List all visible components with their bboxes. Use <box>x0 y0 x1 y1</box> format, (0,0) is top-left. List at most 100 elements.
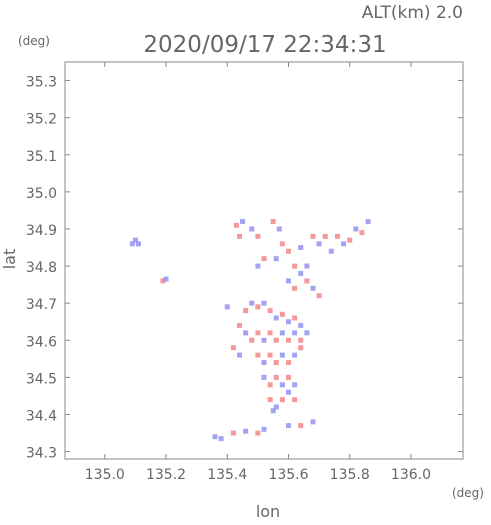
y-axis-label: lat <box>0 249 19 270</box>
y-tick-label: 34.4 <box>26 408 57 424</box>
data-point <box>255 430 261 436</box>
data-point <box>353 226 359 232</box>
x-tick-label: 135.8 <box>330 467 370 483</box>
data-point <box>273 374 279 380</box>
data-point <box>298 345 304 351</box>
data-point <box>163 276 169 282</box>
x-tick-label: 135.0 <box>85 467 125 483</box>
data-point <box>230 430 236 436</box>
y-tick-label: 34.8 <box>26 260 57 276</box>
data-point <box>279 241 285 247</box>
data-point <box>270 219 276 225</box>
data-point <box>328 248 334 254</box>
data-point <box>267 382 273 388</box>
data-point <box>292 330 298 336</box>
data-point <box>292 315 298 321</box>
data-point <box>304 278 310 284</box>
data-point <box>273 337 279 343</box>
data-point <box>285 374 291 380</box>
data-point <box>322 233 328 239</box>
data-point <box>261 360 267 366</box>
data-point <box>224 304 230 310</box>
data-point <box>365 219 371 225</box>
data-point <box>233 222 239 228</box>
data-point <box>279 311 285 317</box>
data-point <box>270 408 276 414</box>
data-point <box>160 278 166 284</box>
data-point <box>304 263 310 269</box>
data-point <box>316 241 322 247</box>
x-unit-label: (deg) <box>452 486 484 500</box>
data-point <box>298 423 304 429</box>
data-point <box>359 230 365 236</box>
y-tick-label: 34.7 <box>26 297 57 313</box>
data-point <box>279 330 285 336</box>
data-point <box>334 233 340 239</box>
x-tick-label: 135.4 <box>207 467 247 483</box>
data-point <box>243 308 249 314</box>
data-point <box>279 397 285 403</box>
data-point <box>255 304 261 310</box>
data-point <box>261 337 267 343</box>
data-point <box>255 233 261 239</box>
axis-ticks: 34.3 34.4 34.5 34.6 34.7 34.8 34.9 35.0 35.1 35.2… <box>26 62 463 483</box>
data-point <box>279 352 285 358</box>
data-point <box>310 233 316 239</box>
data-point <box>285 423 291 429</box>
data-point <box>285 248 291 254</box>
y-tick-label: 35.0 <box>26 186 57 202</box>
x-tick-label: 136.0 <box>391 467 431 483</box>
data-point <box>285 389 291 395</box>
data-point <box>347 237 353 243</box>
data-point <box>237 352 243 358</box>
data-point <box>285 337 291 343</box>
data-point <box>240 219 246 225</box>
data-point <box>212 434 218 440</box>
x-tick-label: 135.2 <box>146 467 186 483</box>
data-point <box>132 237 138 243</box>
data-point <box>261 300 267 306</box>
y-tick-label: 35.2 <box>26 112 57 128</box>
data-point <box>298 270 304 276</box>
data-point <box>273 315 279 321</box>
chart-title: 2020/09/17 22:34:31 <box>143 32 386 58</box>
y-tick-label: 34.5 <box>26 371 57 387</box>
y-tick-label: 35.3 <box>26 75 57 91</box>
y-tick-label: 34.3 <box>26 446 57 462</box>
data-point <box>230 345 236 351</box>
data-point <box>267 352 273 358</box>
y-tick-label: 35.1 <box>26 149 57 165</box>
data-point <box>129 241 135 247</box>
x-tick-label: 135.6 <box>268 467 308 483</box>
data-point <box>243 330 249 336</box>
data-point <box>285 278 291 284</box>
data-point <box>218 436 224 442</box>
data-point <box>237 233 243 239</box>
data-point <box>135 241 141 247</box>
data-point <box>249 337 255 343</box>
data-point <box>255 352 261 358</box>
data-point <box>341 241 347 247</box>
data-point <box>255 330 261 336</box>
data-point <box>261 426 267 432</box>
data-point <box>292 382 298 388</box>
data-point <box>298 245 304 251</box>
data-point <box>249 226 255 232</box>
y-tick-label: 34.9 <box>26 223 57 239</box>
altitude-label: ALT(km) 2.0 <box>362 3 463 23</box>
data-point <box>292 397 298 403</box>
data-point <box>310 285 316 291</box>
data-point <box>292 352 298 358</box>
y-tick-label: 34.6 <box>26 334 57 350</box>
data-point <box>304 330 310 336</box>
data-point <box>276 226 282 232</box>
data-point <box>267 330 273 336</box>
data-point <box>298 337 304 343</box>
data-point <box>285 319 291 325</box>
data-point <box>249 300 255 306</box>
data-point <box>285 360 291 366</box>
data-point <box>316 293 322 299</box>
data-point <box>237 322 243 328</box>
